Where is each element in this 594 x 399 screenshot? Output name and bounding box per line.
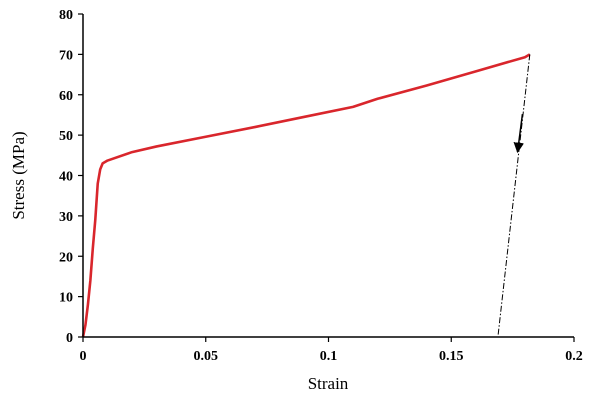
x-tick-label: 0.15 [439,349,464,364]
unloading-line [497,54,531,338]
y-tick-label: 20 [59,250,73,265]
y-tick-label: 0 [66,331,73,346]
x-ticks: 0 0.05 0.1 0.15 0.2 [80,337,583,364]
y-tick-label: 50 [59,129,73,144]
y-tick-label: 70 [59,48,73,63]
y-axis-title: Stress (MPa) [9,131,28,219]
x-tick-label: 0 [80,349,87,364]
x-tick-label: 0.2 [565,349,583,364]
y-tick-label: 30 [59,210,73,225]
x-tick-label: 0.1 [320,349,338,364]
y-ticks: 0 10 20 30 40 50 60 70 80 [59,8,83,346]
x-tick-label: 0.05 [194,349,219,364]
x-axis-title: Strain [308,374,349,393]
y-tick-label: 40 [59,170,73,185]
y-tick-label: 80 [59,8,73,23]
y-tick-label: 10 [59,291,73,306]
plot-area [81,53,531,338]
unloading-arrow [513,114,524,154]
stress-strain-curve [81,53,531,338]
axes [82,14,574,338]
y-tick-label: 60 [59,89,73,104]
